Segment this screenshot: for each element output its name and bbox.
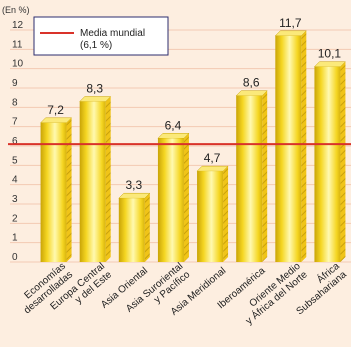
value-label: 4,7 bbox=[204, 151, 221, 165]
legend-sublabel: (6,1 %) bbox=[80, 40, 112, 51]
value-label: 6,4 bbox=[165, 118, 182, 132]
y-tick-label: 8 bbox=[12, 97, 18, 108]
y-tick-label: 9 bbox=[12, 78, 18, 89]
y-tick-label: 6 bbox=[12, 136, 18, 147]
value-label: 11,7 bbox=[279, 16, 302, 30]
y-tick-label: 2 bbox=[12, 213, 18, 224]
y-tick-label: 4 bbox=[12, 175, 18, 186]
value-label: 7,2 bbox=[47, 103, 64, 117]
y-tick-label: 11 bbox=[12, 39, 23, 50]
bar-side bbox=[183, 133, 189, 262]
bar-side bbox=[66, 117, 72, 262]
value-label: 8,3 bbox=[86, 82, 103, 96]
bar-top bbox=[157, 133, 190, 139]
bar-5 bbox=[235, 90, 268, 262]
bar-side bbox=[262, 90, 268, 262]
bar-0 bbox=[39, 117, 73, 262]
y-tick-label: 1 bbox=[12, 233, 18, 244]
legend-box bbox=[33, 16, 169, 56]
bar-front bbox=[118, 198, 145, 262]
bar-front bbox=[314, 66, 341, 262]
value-label: 10,1 bbox=[318, 47, 342, 61]
bar-7 bbox=[313, 61, 347, 262]
y-tick-label: 12 bbox=[12, 20, 24, 31]
bar-top bbox=[235, 90, 268, 96]
bar-4 bbox=[196, 165, 229, 262]
bar-top bbox=[118, 192, 151, 199]
y-tick-label: 0 bbox=[12, 252, 18, 263]
bar-front bbox=[157, 138, 184, 262]
bar-top bbox=[313, 61, 347, 67]
bar-front bbox=[79, 101, 106, 263]
y-tick-label: 3 bbox=[12, 194, 18, 205]
bar-top bbox=[196, 165, 229, 172]
bar-top bbox=[274, 30, 307, 37]
legend-label: Media mundial bbox=[80, 28, 145, 39]
bar-front bbox=[197, 171, 224, 262]
bar-side bbox=[144, 193, 150, 262]
value-label: 8,6 bbox=[243, 76, 260, 90]
bar-side bbox=[340, 61, 346, 262]
bar-front bbox=[236, 95, 263, 262]
legend: Media mundial(6,1 %) bbox=[33, 16, 169, 56]
y-tick-label: 7 bbox=[12, 117, 18, 128]
bar-1 bbox=[79, 96, 112, 263]
y-tick-label: 10 bbox=[12, 59, 24, 70]
bar-6 bbox=[274, 30, 307, 262]
bar-side bbox=[105, 96, 111, 263]
bar-3 bbox=[157, 133, 190, 262]
bar-top bbox=[79, 96, 112, 102]
bar-side bbox=[223, 166, 229, 262]
category-label: Asia Surorientaly Pacífico bbox=[124, 261, 193, 324]
y-tick-label: 5 bbox=[12, 155, 18, 166]
bar-front bbox=[40, 122, 67, 262]
unit-label: (En %) bbox=[2, 5, 30, 15]
value-label: 3,3 bbox=[125, 178, 142, 192]
value-labels: 7,2 8,3 3,3 6,4 4,7 8,6 11,7 10,1 bbox=[47, 16, 341, 192]
bar-top bbox=[39, 117, 73, 124]
bar-front bbox=[275, 35, 302, 262]
bars bbox=[39, 30, 347, 263]
category-label: Oriente Medioy África del Norte bbox=[237, 261, 310, 327]
bar-2 bbox=[118, 192, 151, 262]
bar-side bbox=[301, 30, 307, 262]
